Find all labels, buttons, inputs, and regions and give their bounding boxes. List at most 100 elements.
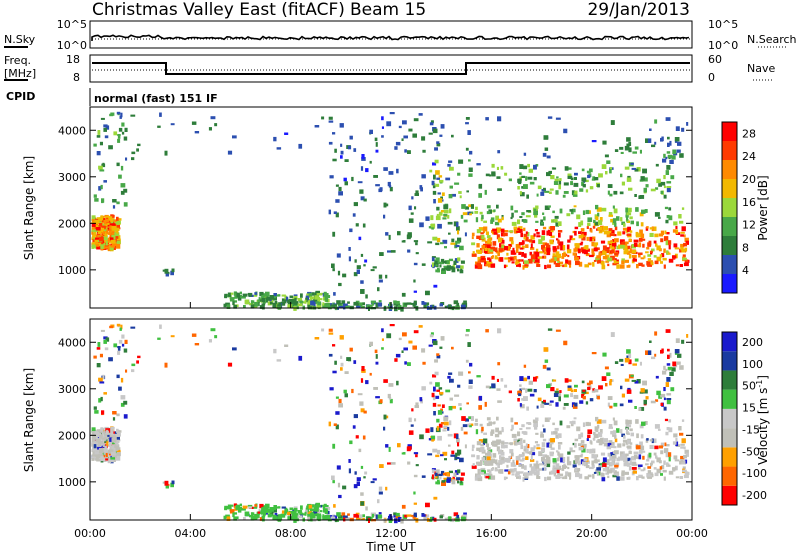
velocity-cell	[238, 507, 241, 512]
freq-label: Freq.	[4, 54, 31, 67]
power-cell	[96, 245, 101, 250]
power-cell	[103, 231, 107, 234]
velocity-cell	[329, 387, 334, 391]
power-cell	[347, 301, 350, 304]
power-cell	[635, 233, 641, 238]
power-cell	[401, 240, 404, 243]
velocity-cell	[408, 417, 412, 423]
velocity-cell	[125, 369, 128, 373]
power-cell	[435, 257, 440, 263]
power-cell	[632, 151, 637, 154]
velocity-cell	[414, 405, 419, 408]
power-cell	[520, 232, 523, 238]
velocity-cell	[423, 516, 427, 520]
velocity-cell	[478, 449, 481, 453]
velocity-cell	[355, 435, 359, 439]
power-cell	[105, 246, 109, 249]
power-cell	[491, 171, 496, 177]
velocity-cell	[628, 359, 632, 365]
velocity-cell	[333, 516, 338, 521]
power-cell	[609, 193, 613, 197]
velocity-cell	[629, 460, 632, 465]
power-cell	[291, 303, 294, 309]
power-cell	[670, 175, 675, 180]
velocity-cell	[599, 441, 602, 445]
power-cell	[628, 147, 632, 153]
velocity-cell	[104, 450, 109, 455]
power-cell	[636, 167, 641, 172]
velocity-cell	[626, 424, 632, 428]
power-cell	[332, 158, 337, 162]
power-cell	[536, 235, 541, 238]
power-cell	[552, 167, 557, 170]
power-cell	[489, 249, 494, 252]
velocity-cell	[471, 465, 477, 469]
velocity-cell	[335, 424, 339, 430]
power-cell	[642, 243, 645, 248]
power-cell	[488, 174, 492, 177]
velocity-cell	[574, 384, 578, 388]
velocity-cell	[464, 418, 469, 422]
power-colorbar-swatch	[722, 274, 737, 293]
power-cell	[589, 236, 593, 242]
velocity-cell	[432, 340, 438, 346]
nave-tick-low: 0	[708, 71, 715, 84]
power-cell	[386, 121, 392, 127]
power-cell	[449, 208, 452, 214]
velocity-cell	[536, 447, 541, 450]
velocity-cell	[117, 350, 121, 355]
power-cell	[610, 241, 615, 245]
velocity-cell	[464, 444, 467, 449]
velocity-cell	[663, 476, 666, 481]
velocity-cell	[494, 433, 500, 438]
velocity-cell	[580, 445, 584, 449]
velocity-cell	[525, 448, 529, 454]
velocity-cell	[375, 361, 379, 365]
power-cell	[559, 178, 562, 181]
y-tick-label: 4000	[58, 124, 86, 137]
x-tick-label: 12:00	[375, 527, 407, 540]
velocity-cell	[544, 417, 550, 422]
velocity-cell	[338, 398, 342, 404]
velocity-cell	[293, 514, 298, 520]
velocity-cell	[641, 421, 646, 426]
velocity-cell	[395, 515, 401, 519]
power-cell	[339, 305, 344, 309]
velocity-cell	[496, 439, 502, 443]
power-cell	[535, 220, 539, 223]
power-cell	[625, 207, 628, 213]
velocity-cell	[449, 478, 454, 482]
power-cell	[569, 264, 572, 268]
power-cell	[293, 294, 298, 297]
power-cell	[96, 151, 101, 156]
power-cell	[232, 301, 235, 306]
power-cell	[463, 219, 468, 223]
power-cell	[110, 239, 116, 244]
power-cell	[411, 196, 414, 200]
power-cell	[100, 117, 105, 120]
power-cell	[602, 251, 607, 255]
velocity-cell	[486, 456, 491, 461]
velocity-cell	[525, 427, 531, 430]
power-cell	[412, 133, 417, 138]
velocity-cell	[450, 454, 456, 457]
velocity-cell	[572, 464, 577, 468]
power-cell	[554, 178, 559, 182]
power-cell	[494, 247, 498, 252]
velocity-cell	[564, 378, 569, 383]
velocity-cell	[302, 513, 306, 516]
velocity-cell	[518, 441, 523, 445]
power-cell	[477, 264, 483, 270]
power-cell	[485, 173, 490, 177]
power-cell	[549, 188, 554, 191]
velocity-cell	[602, 352, 607, 357]
power-cell	[413, 262, 418, 266]
power-cell	[107, 238, 112, 242]
power-cell	[352, 213, 356, 217]
velocity-cell	[477, 461, 482, 466]
velocity-colorbar-tick-label: -100	[742, 467, 767, 480]
power-cell	[586, 170, 591, 174]
power-cell	[578, 235, 584, 239]
power-cell	[593, 259, 597, 262]
